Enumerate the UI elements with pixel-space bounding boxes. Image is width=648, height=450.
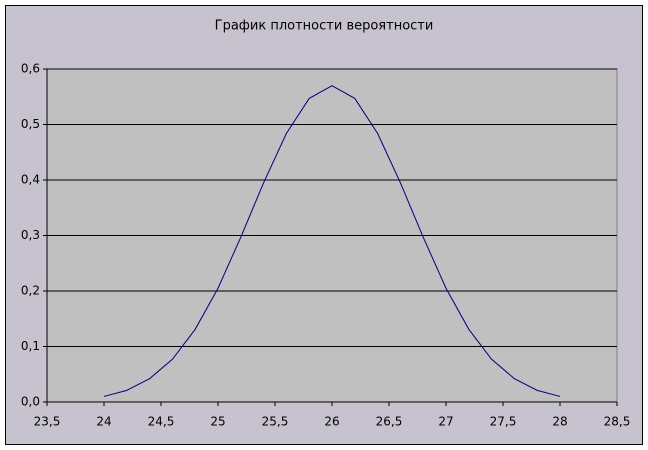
x-tick-label: 27 xyxy=(438,415,453,429)
x-tick-label: 28 xyxy=(552,415,567,429)
x-tick-label: 27,5 xyxy=(490,415,517,429)
chart-title: График плотности вероятности xyxy=(215,19,434,34)
x-tick-label: 24,5 xyxy=(148,415,175,429)
x-tick-label: 23,5 xyxy=(34,415,61,429)
y-tick-label: 0,1 xyxy=(21,339,40,353)
y-tick-label: 0,4 xyxy=(21,173,40,187)
x-tick-label: 26 xyxy=(324,415,339,429)
x-tick-label: 25,5 xyxy=(262,415,289,429)
y-tick-label: 0,6 xyxy=(21,62,40,76)
x-tick-label: 26,5 xyxy=(376,415,403,429)
x-tick-label: 24 xyxy=(96,415,111,429)
y-tick-label: 0,5 xyxy=(21,117,40,131)
x-tick-label: 28,5 xyxy=(604,415,631,429)
y-tick-label: 0,3 xyxy=(21,228,40,242)
series-line xyxy=(103,85,561,397)
y-tick-label: 0,2 xyxy=(21,284,40,298)
x-tick-label: 25 xyxy=(210,415,225,429)
y-tick-label: 0,0 xyxy=(21,395,40,409)
